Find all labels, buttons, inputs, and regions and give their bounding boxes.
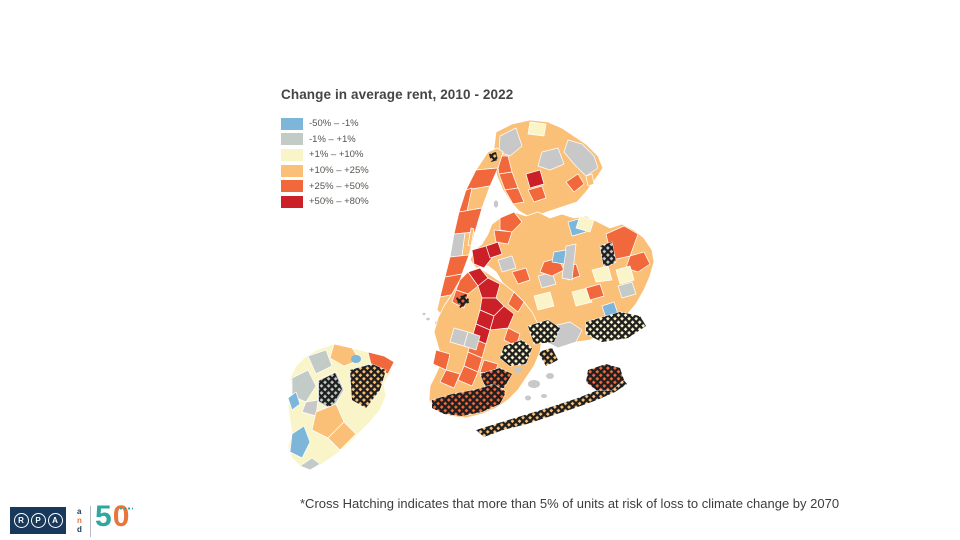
legend-item: -50% – -1% [281,116,369,132]
map-borough-staten-island [287,343,395,471]
logo-divider [90,506,91,537]
legend: -50% – -1% -1% – +1% +1% – +10% +10% – +… [281,116,369,210]
map-borough-queens [469,211,655,438]
nyc-map-svg [287,119,655,471]
legend-item: +50% – +80% [281,194,369,210]
legend-swatch [281,148,303,161]
logo-and-word: a n d [77,507,82,534]
map-jamaica-bay-islands [514,367,554,401]
legend-item: +1% – +10% [281,147,369,163]
rpa-logo-box: R P A [10,507,66,534]
rpa-letter-p: P [30,513,46,528]
legend-label: +25% – +50% [309,180,369,192]
rpa-letter-a: A [47,513,63,528]
map-borough-brooklyn [428,267,561,419]
legend-label: +1% – +10% [309,149,364,161]
rpa-letter-r: R [13,513,29,528]
cross-hatching-footnote: *Cross Hatching indicates that more than… [300,496,840,511]
legend-swatch [281,195,303,208]
legend-item: -1% – +1% [281,132,369,148]
legend-label: -1% – +1% [309,133,356,145]
legend-swatch [281,164,303,177]
logo-dots-decoration [119,507,133,510]
logo-50: 50 [95,500,131,533]
legend-label: +10% – +25% [309,165,369,177]
map-title: Change in average rent, 2010 - 2022 [281,87,514,102]
legend-item: +25% – +50% [281,178,369,194]
legend-swatch [281,180,303,193]
legend-swatch [281,117,303,130]
map-borough-bronx [492,119,604,218]
legend-swatch [281,133,303,146]
legend-label: +50% – +80% [309,196,369,208]
legend-item: +10% – +25% [281,163,369,179]
nyc-choropleth-map [272,112,672,477]
legend-label: -50% – -1% [309,118,359,130]
